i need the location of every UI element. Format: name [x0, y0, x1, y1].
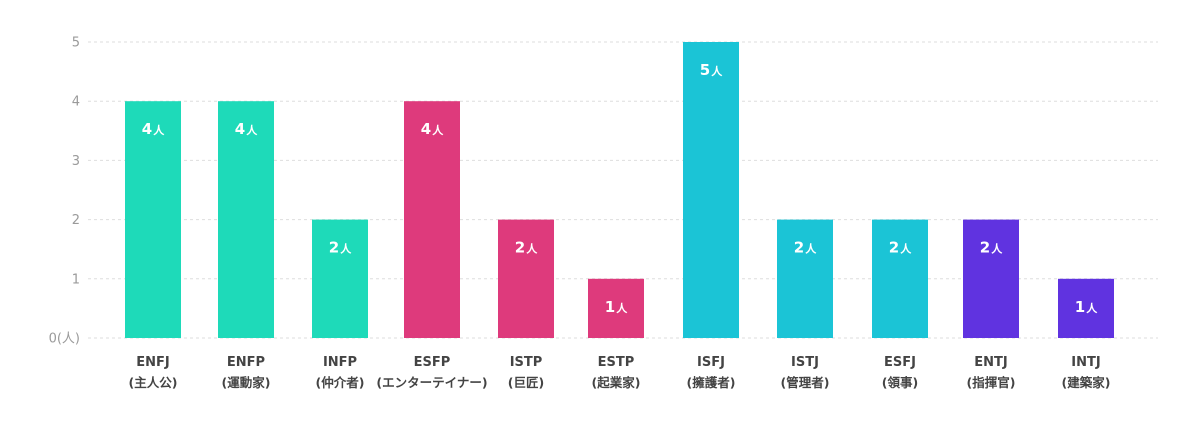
data-label-value: 2 — [515, 239, 525, 257]
bar-esfj — [872, 219, 928, 338]
data-label: 5人 — [700, 61, 723, 79]
data-label: 2人 — [794, 239, 817, 257]
data-label-unit: 人 — [616, 301, 628, 315]
data-label-value: 5 — [700, 61, 710, 79]
y-tick-label: 5 — [72, 36, 80, 51]
x-tick-label-name: (領事) — [882, 375, 918, 390]
x-tick-label-code: ENFJ — [136, 355, 169, 370]
x-tick-label-code: ISTP — [510, 355, 543, 370]
bar-intj — [1058, 278, 1114, 338]
x-tick-label-name: (指揮官) — [967, 375, 1016, 390]
data-label-value: 1 — [605, 298, 615, 316]
data-label-unit: 人 — [153, 123, 165, 137]
bar-esfp — [404, 101, 460, 338]
bar-entj — [963, 219, 1019, 338]
data-label-unit: 人 — [432, 123, 444, 137]
data-label: 4人 — [142, 120, 165, 138]
x-tick-label-code: ESTP — [598, 355, 635, 370]
data-label-unit: 人 — [711, 64, 723, 78]
data-label-value: 2 — [794, 239, 804, 257]
data-label-unit: 人 — [900, 242, 912, 256]
data-label-value: 4 — [421, 120, 431, 138]
y-tick-label: 2 — [72, 213, 80, 228]
y-tick-label: 4 — [72, 95, 80, 110]
data-label-value: 4 — [142, 120, 152, 138]
data-label: 2人 — [889, 239, 912, 257]
data-label-value: 2 — [980, 239, 990, 257]
x-axis-labels: ENFJ (主人公) ENFP (運動家) INFP (仲介者) ESFP (エンターテイナー… — [129, 355, 1111, 390]
bar-istp — [498, 219, 554, 338]
y-tick-label: 1 — [72, 272, 80, 287]
y-tick-label: 3 — [72, 154, 80, 169]
data-label-value: 2 — [889, 239, 899, 257]
x-tick-label-name: (擁護者) — [687, 375, 736, 390]
data-label: 4人 — [235, 120, 258, 138]
data-label-value: 4 — [235, 120, 245, 138]
data-label-unit: 人 — [1086, 301, 1098, 315]
data-label: 1人 — [605, 298, 628, 316]
y-tick-label: 0(人) — [49, 332, 80, 347]
y-axis-ticks: 0(人) 1 2 3 4 5 — [49, 36, 80, 347]
x-tick-label-code: INFP — [323, 355, 357, 370]
x-tick-label-name: (運動家) — [222, 375, 271, 390]
data-label-unit: 人 — [246, 123, 258, 137]
x-tick-label-name: (建築家) — [1062, 375, 1111, 390]
data-label: 2人 — [515, 239, 538, 257]
x-tick-label-name: (巨匠) — [508, 375, 544, 390]
x-tick-label-name: (主人公) — [129, 375, 178, 390]
data-label: 2人 — [980, 239, 1003, 257]
x-tick-label-name: (エンターテイナー) — [376, 375, 487, 390]
data-label-unit: 人 — [805, 242, 817, 256]
x-tick-label-name: (管理者) — [781, 375, 830, 390]
data-label: 1人 — [1075, 298, 1098, 316]
x-tick-label-name: (仲介者) — [316, 375, 365, 390]
data-label-unit: 人 — [526, 242, 538, 256]
x-tick-label-code: ENTJ — [974, 355, 1007, 370]
x-tick-label-code: ESFJ — [884, 355, 916, 370]
data-label-unit: 人 — [340, 242, 352, 256]
x-tick-label-code: ENFP — [227, 355, 265, 370]
x-tick-label-code: INTJ — [1071, 355, 1100, 370]
x-tick-label-name: (起業家) — [592, 375, 641, 390]
data-label: 2人 — [329, 239, 352, 257]
data-label-value: 2 — [329, 239, 339, 257]
bar-enfj — [125, 101, 181, 338]
x-tick-label-code: ESFP — [414, 355, 451, 370]
bar-enfp — [218, 101, 274, 338]
x-tick-label-code: ISTJ — [791, 355, 819, 370]
bar-estp — [588, 278, 644, 338]
data-label: 4人 — [421, 120, 444, 138]
bar-infp — [312, 219, 368, 338]
bar-isfj — [683, 42, 739, 338]
data-label-unit: 人 — [991, 242, 1003, 256]
data-label-value: 1 — [1075, 298, 1085, 316]
x-tick-label-code: ISFJ — [697, 355, 725, 370]
bar-istj — [777, 219, 833, 338]
